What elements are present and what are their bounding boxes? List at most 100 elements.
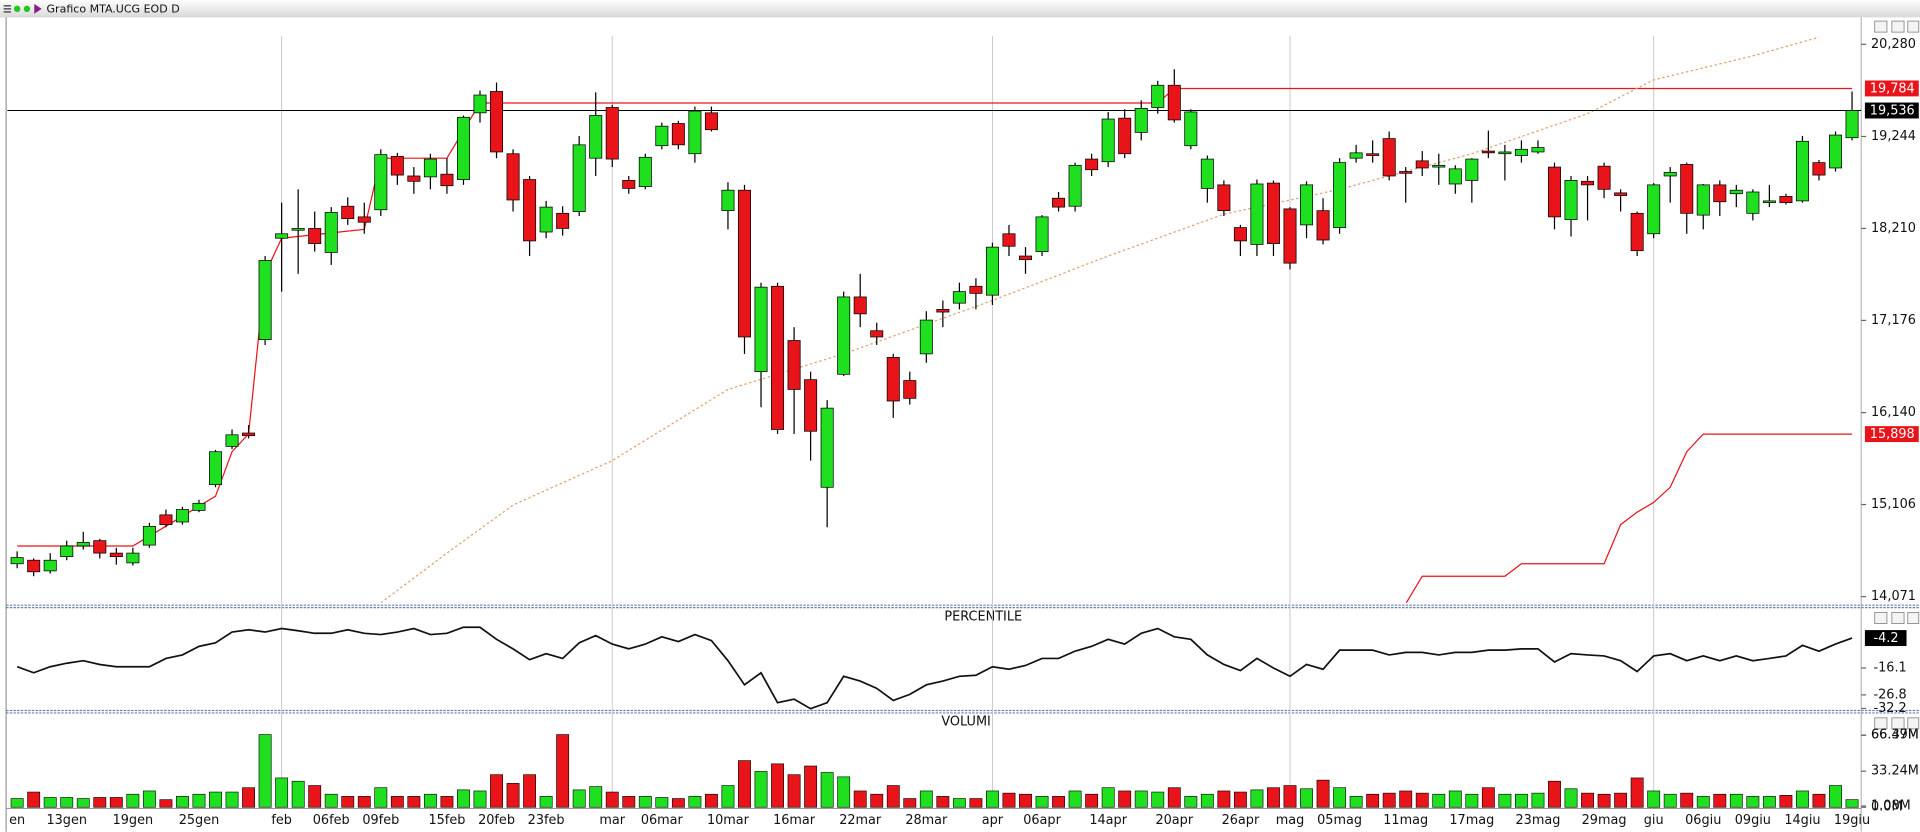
volume-bar [837,776,851,808]
volume-bar [1597,793,1611,808]
y-tick-label: -16.1 [1873,660,1906,675]
candle-body [870,330,884,338]
volume-bar [1019,793,1032,808]
candle-body [225,434,239,447]
indicator-line [1405,433,1853,603]
volume-bar [1349,796,1363,808]
y-tick-label: 18,210 [1871,221,1916,236]
volume-bar [1399,790,1413,808]
volume-bar [919,790,933,808]
volume-bar [771,763,784,808]
volume-bar [1481,787,1495,808]
price-marker [1864,426,1919,443]
volume-bar [27,791,41,808]
volume-bar [1647,790,1661,808]
candle-body [1795,140,1809,202]
volume-bar [820,772,834,808]
window-title: Grafico MTA.UCG EOD D [47,2,180,15]
volume-bar [721,785,735,808]
candle-body [1167,84,1181,121]
candle-body [175,509,189,523]
volume-bar [589,786,603,808]
x-tick-label: giu [1644,813,1664,828]
volume-bar [1465,793,1479,808]
panel-title: PERCENTILE [944,609,1022,624]
x-tick-label: 28mar [905,813,948,828]
volume-bar [754,771,768,808]
volume-bar [407,796,421,808]
volume-bar [1812,793,1826,808]
volume-bar [1283,785,1297,808]
x-tick-label: 16mar [773,813,816,828]
volume-bar [655,797,669,808]
y-tick-label: 0.0M [1871,800,1903,815]
volume-bar [490,774,503,808]
candle-body [258,260,272,341]
volume-bar [159,799,173,808]
x-tick-label: 29mag [1582,813,1627,828]
candle-body [1399,171,1413,174]
volume-bar [1564,788,1578,808]
volume-bar [1415,792,1429,808]
y-tick-label: 15,106 [1871,497,1916,512]
volume-bar [374,787,388,808]
candle-body [655,125,669,147]
volume-bar [572,789,586,808]
candle-body [572,144,586,212]
title-bar [0,0,1920,18]
candle-body [1052,197,1066,208]
volume-bar [1680,792,1694,808]
percentile-line [16,626,1853,710]
x-tick-label: mar [599,813,625,828]
x-tick-label: 26apr [1222,813,1260,828]
volume-bar [1167,787,1181,808]
volume-bar [473,790,487,808]
volume-bar [969,798,983,808]
candle-body [1233,227,1247,242]
x-tick-label: mag [1276,813,1305,828]
x-tick-label: 19giu [1834,813,1870,828]
candle-body [1829,134,1842,169]
volume-bar [523,774,537,808]
price-marker-label: 19,536 [1870,104,1915,119]
candle-body [456,116,470,180]
candle-body [1002,233,1016,247]
x-tick-label: 13gen [46,813,87,828]
volume-bar [1101,787,1115,808]
candle-body [1184,111,1198,147]
volume-bar [738,760,751,808]
x-tick-label: 10mar [707,813,750,828]
candle-body [1068,164,1082,207]
volume-bar [605,791,619,808]
volume-bar [1762,796,1776,808]
candle-body [1217,184,1231,212]
volume-bar [1250,789,1264,808]
candle-body [589,115,603,159]
panel-buttons[interactable] [1874,20,1920,730]
volume-bar [1779,794,1793,808]
volume-bar [1118,790,1132,808]
x-tick-label: 14apr [1089,813,1127,828]
volume-bar [440,796,454,808]
candle-body [1300,184,1314,226]
volume-bar [1498,793,1512,808]
volume-bar [1366,793,1380,808]
x-tick-label: 06giu [1685,813,1721,828]
candle-body [738,189,751,338]
candle-body [192,502,206,511]
y-tick-label: 20,280 [1871,37,1916,52]
candle-body [820,407,834,488]
volume-bar [1663,793,1677,808]
candle-body [1812,162,1826,176]
volume-bar [671,798,685,808]
volume-bar [1746,796,1760,808]
volume-bar [1432,793,1446,808]
candle-body [490,91,504,153]
candle-body [341,205,355,220]
title-icons [3,3,42,14]
volume-bar [1267,787,1280,808]
candle-body [886,357,900,402]
volume-bar [1531,792,1545,808]
candle-body [324,212,338,253]
